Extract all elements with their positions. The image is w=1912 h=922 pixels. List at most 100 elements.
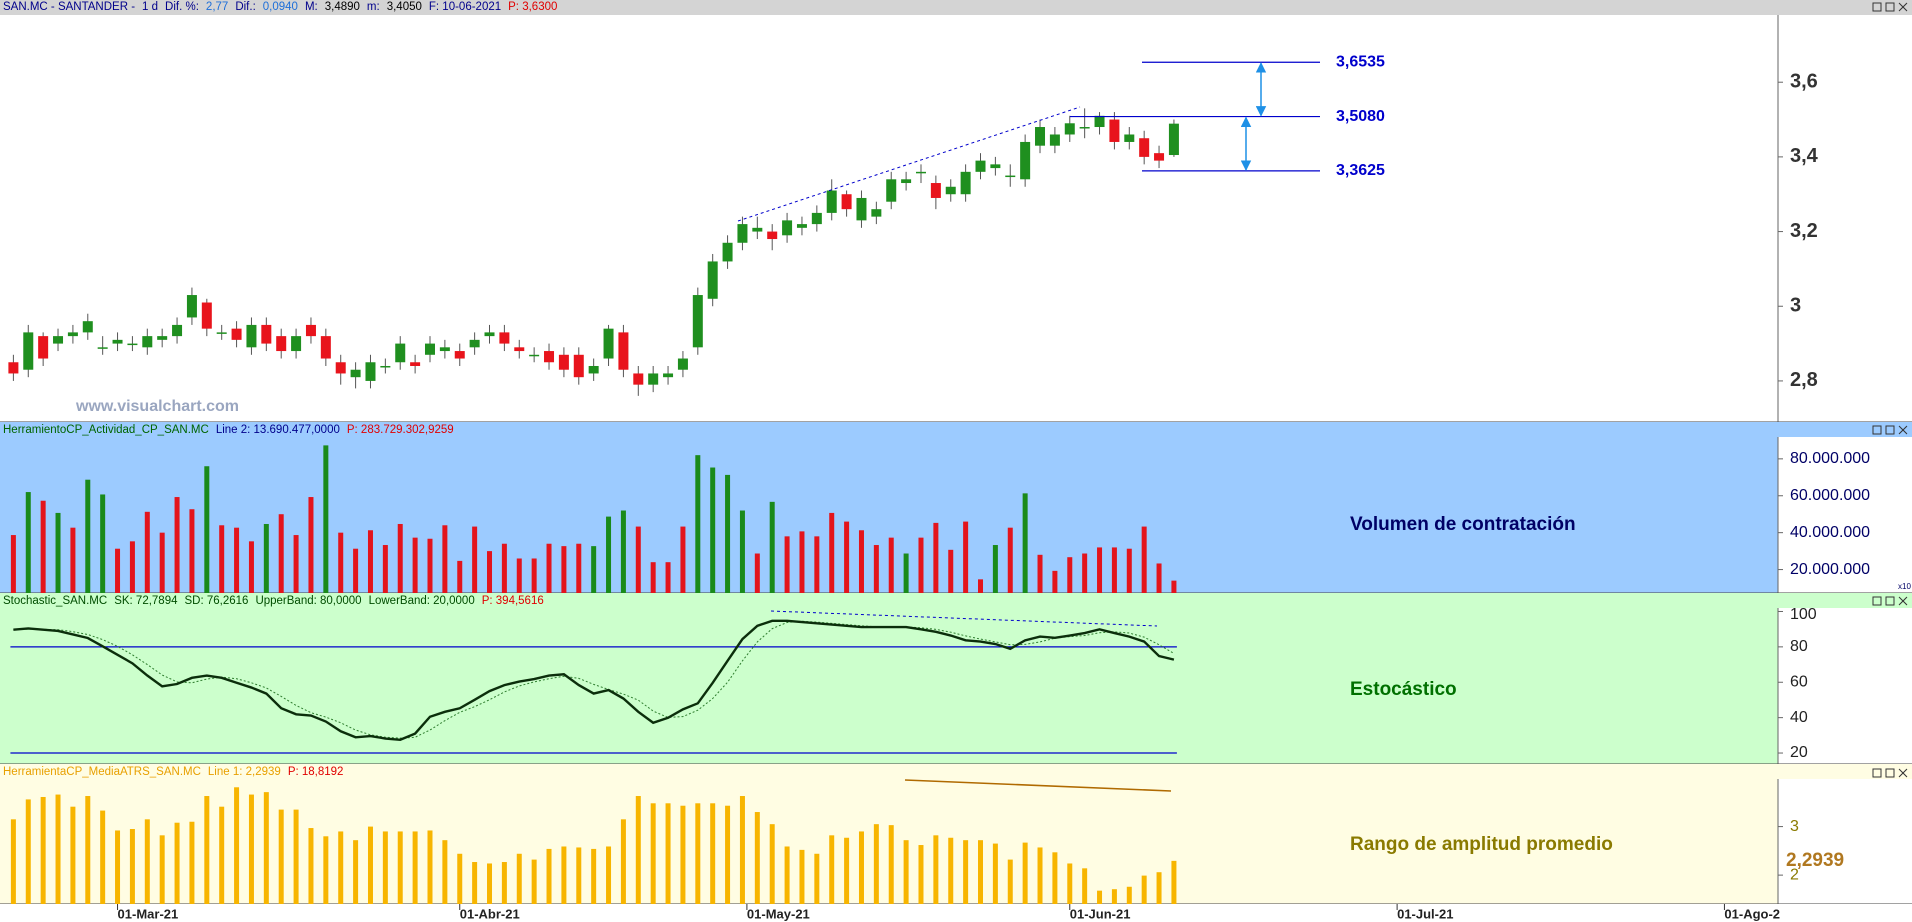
bar xyxy=(1052,570,1058,593)
candle-body xyxy=(558,354,569,370)
candle-body xyxy=(692,295,703,348)
candle-body xyxy=(945,186,956,195)
candle-body xyxy=(796,224,807,228)
bar xyxy=(680,805,686,904)
y-tick-label: 3,2 xyxy=(1790,220,1818,242)
bar xyxy=(234,787,240,904)
bar xyxy=(1156,563,1162,593)
candle-body xyxy=(782,220,793,236)
bar xyxy=(367,826,373,904)
bar xyxy=(397,831,403,904)
y-tick-label: 3 xyxy=(1790,818,1799,835)
bar xyxy=(546,543,552,593)
bar xyxy=(85,479,91,593)
candle-body xyxy=(603,328,614,359)
bar xyxy=(248,541,254,593)
bar xyxy=(546,848,552,904)
bar xyxy=(710,803,716,904)
candle-body xyxy=(231,328,242,340)
candle-body xyxy=(246,324,257,348)
candle-body xyxy=(97,347,108,349)
bar xyxy=(888,537,894,593)
bar xyxy=(844,521,850,593)
candle-body xyxy=(722,242,733,262)
bar xyxy=(457,853,463,904)
y-tick-label: 3 xyxy=(1790,295,1801,317)
candle-body xyxy=(648,373,659,385)
x-tick-label: 01-Ago-2 xyxy=(1724,906,1780,921)
candle-body xyxy=(529,354,540,357)
bar xyxy=(129,829,135,904)
candle-body xyxy=(960,171,971,195)
bar xyxy=(25,492,31,593)
candle-body xyxy=(1124,134,1135,142)
header-text: SD: 76,2616 xyxy=(184,595,249,607)
bar xyxy=(174,822,180,904)
panel-background xyxy=(0,593,1778,764)
watermark: www.visualchart.com xyxy=(75,398,239,415)
bar xyxy=(710,467,716,593)
candle-body xyxy=(439,347,450,352)
bar xyxy=(70,527,76,593)
header-text: 3,4890 xyxy=(324,1,360,13)
bar xyxy=(278,514,284,593)
candle-body xyxy=(82,321,93,333)
bar xyxy=(159,835,165,904)
candle-body xyxy=(975,160,986,172)
bar xyxy=(1141,875,1147,904)
bar xyxy=(189,821,195,904)
bar xyxy=(784,846,790,904)
candle-body xyxy=(1035,127,1046,146)
last-value-label: 2,2939 xyxy=(1786,850,1844,871)
bar xyxy=(85,796,91,904)
candle-body xyxy=(1020,141,1031,180)
bar xyxy=(635,526,641,593)
candle-body xyxy=(990,164,1001,169)
candle-body xyxy=(380,365,391,368)
bar xyxy=(992,545,998,593)
bar xyxy=(739,796,745,904)
bar xyxy=(814,536,820,593)
header-text: 0,0940 xyxy=(262,1,298,13)
candle-body xyxy=(856,197,867,221)
bar xyxy=(1022,493,1028,593)
bar xyxy=(561,546,567,593)
candle-body xyxy=(276,336,287,352)
candle-body xyxy=(871,209,882,217)
bar xyxy=(561,846,567,904)
candle-body xyxy=(901,179,912,184)
bar xyxy=(948,549,954,593)
bar xyxy=(308,497,314,593)
bar xyxy=(1097,547,1103,593)
bar xyxy=(1082,868,1088,904)
bar xyxy=(1082,553,1088,593)
panel-header-background xyxy=(0,422,1912,437)
axis-background xyxy=(1778,15,1912,422)
bar xyxy=(695,803,701,904)
series-line xyxy=(13,619,1175,741)
bar xyxy=(263,792,269,904)
bar xyxy=(293,809,299,904)
candle-body xyxy=(1049,134,1060,146)
bar xyxy=(665,803,671,904)
bar xyxy=(754,812,760,904)
candle-body xyxy=(424,343,435,355)
bar xyxy=(829,512,835,593)
bar xyxy=(725,805,731,904)
candle-body xyxy=(1139,138,1150,157)
bar xyxy=(323,836,329,904)
bar xyxy=(501,862,507,904)
candle-body xyxy=(365,362,376,381)
y-tick-label: 80 xyxy=(1790,638,1808,655)
candle-body xyxy=(23,332,34,370)
candle-body xyxy=(811,212,822,225)
x-tick-label: 01-May-21 xyxy=(747,906,810,921)
scale-note: x10 xyxy=(1898,582,1911,591)
bar xyxy=(814,853,820,904)
header-text: P: 3,6300 xyxy=(508,1,558,13)
y-tick-label: 80.000.000 xyxy=(1790,450,1870,467)
panel-label: Rango de amplitud promedio xyxy=(1350,834,1613,855)
bar xyxy=(263,523,269,593)
bar xyxy=(382,545,388,593)
bar xyxy=(1052,852,1058,904)
